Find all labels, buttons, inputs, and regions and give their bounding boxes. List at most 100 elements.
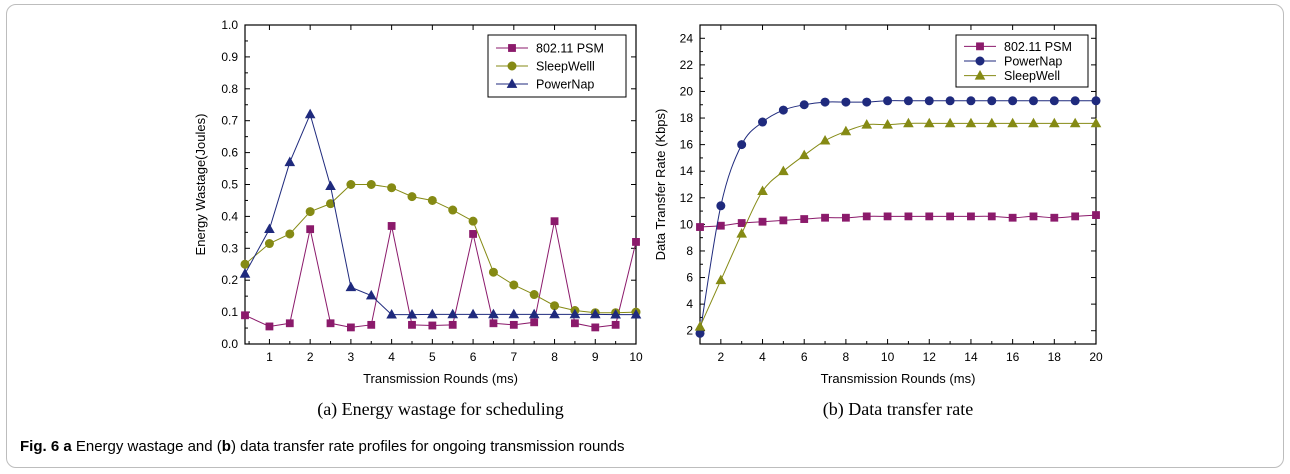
data-point: [509, 320, 518, 329]
data-point: [1092, 211, 1100, 219]
data-point: [715, 274, 727, 285]
data-point: [366, 180, 376, 190]
data-point: [468, 216, 478, 226]
data-point: [550, 301, 560, 311]
x-tick-label: 20: [1089, 350, 1103, 364]
y-tick-label: 0.8: [221, 82, 238, 96]
y-tick-label: 1.0: [221, 18, 238, 32]
data-point: [882, 119, 893, 129]
legend-label: SleepWelll: [536, 60, 595, 74]
legend-label: PowerNap: [536, 78, 594, 92]
data-point: [264, 223, 275, 234]
data-point: [1049, 96, 1059, 106]
data-point: [1029, 212, 1038, 221]
data-point: [1028, 96, 1038, 106]
data-point: [800, 215, 809, 223]
y-tick-label: 0.0: [221, 337, 238, 351]
data-point: [509, 280, 519, 290]
data-point: [1007, 117, 1018, 128]
data-point: [965, 117, 977, 128]
y-axis-title: Energy Wastage(Joules): [193, 114, 208, 256]
x-tick-label: 7: [510, 350, 517, 364]
chart-panel-b: 2 4 6 8 10 12 14 16 18 2024681012141618202224Tran…: [653, 24, 1103, 420]
data-point: [241, 311, 249, 320]
data-point: [632, 238, 640, 246]
y-axis-title: Data Transfer Rate (Kbps): [653, 109, 668, 261]
data-point: [1071, 212, 1080, 221]
data-point: [758, 117, 768, 127]
data-point: [716, 221, 725, 230]
subfigure-caption: (b) Data transfer rate: [823, 399, 973, 420]
data-point: [448, 205, 458, 215]
data-point: [406, 309, 418, 319]
legend: 802.11 PSM SleepWelll PowerNap: [487, 34, 627, 98]
data-point: [326, 199, 336, 209]
caption-a-letter: a: [63, 438, 72, 455]
data-point: [346, 180, 356, 190]
x-tick-label: 16: [1006, 350, 1020, 364]
x-tick-label: 4: [759, 350, 766, 364]
legend-marker: [974, 70, 986, 80]
caption-text-2: ) data transfer rate profiles for ongoin…: [230, 438, 625, 455]
data-point: [737, 140, 747, 150]
data-point: [284, 156, 296, 167]
data-point: [736, 228, 747, 238]
data-point: [903, 117, 914, 128]
data-point: [610, 309, 621, 319]
x-tick-label: 3: [348, 350, 355, 364]
data-point: [778, 105, 788, 115]
series-sleepwelll: [240, 180, 641, 318]
x-tick-label: 2: [717, 350, 724, 364]
data-point: [530, 318, 539, 327]
data-point: [840, 125, 852, 136]
data-point: [1028, 117, 1039, 128]
data-point: [304, 108, 316, 119]
legend-marker: [506, 78, 518, 88]
data-point: [467, 308, 479, 319]
data-point: [408, 320, 416, 329]
x-tick-label: 4: [388, 350, 395, 364]
data-point: [306, 225, 315, 234]
data-point: [778, 165, 789, 176]
data-point: [611, 320, 620, 329]
data-point: [1069, 117, 1081, 128]
y-tick-label: 0.1: [221, 305, 238, 319]
data-point: [1049, 117, 1060, 128]
data-point: [987, 96, 997, 106]
legend-marker: [975, 56, 985, 66]
data-point: [821, 213, 829, 222]
x-tick-label: 10: [629, 350, 643, 364]
y-tick-label: 22: [680, 58, 694, 72]
data-point: [569, 308, 581, 319]
x-tick-label: 9: [592, 350, 599, 364]
data-point: [694, 321, 706, 331]
y-tick-label: 0.3: [221, 241, 238, 255]
x-tick-label: 10: [881, 350, 895, 364]
data-point: [365, 289, 377, 300]
y-tick-label: 4: [686, 297, 693, 311]
y-tick-label: 0.6: [221, 146, 238, 160]
x-tick-label: 12: [923, 350, 937, 364]
data-point: [1008, 213, 1017, 222]
data-point: [1090, 117, 1102, 128]
data-point: [779, 216, 788, 225]
data-point: [326, 319, 335, 328]
x-tick-label: 5: [429, 350, 436, 364]
y-tick-label: 12: [680, 191, 694, 205]
figure-frame: [6, 4, 1284, 468]
data-point: [944, 117, 956, 128]
data-point: [589, 308, 601, 319]
series-sleepwell: [694, 117, 1102, 331]
x-tick-label: 1: [266, 350, 273, 364]
x-tick-label: 6: [470, 350, 477, 364]
x-tick-label: 18: [1048, 350, 1062, 364]
legend-marker: [976, 42, 984, 51]
data-point: [529, 290, 539, 300]
data-point: [967, 212, 975, 221]
data-point: [696, 223, 704, 231]
y-tick-label: 16: [680, 138, 694, 152]
y-tick-label: 18: [680, 111, 694, 125]
data-point: [862, 97, 872, 107]
data-point: [285, 229, 295, 239]
